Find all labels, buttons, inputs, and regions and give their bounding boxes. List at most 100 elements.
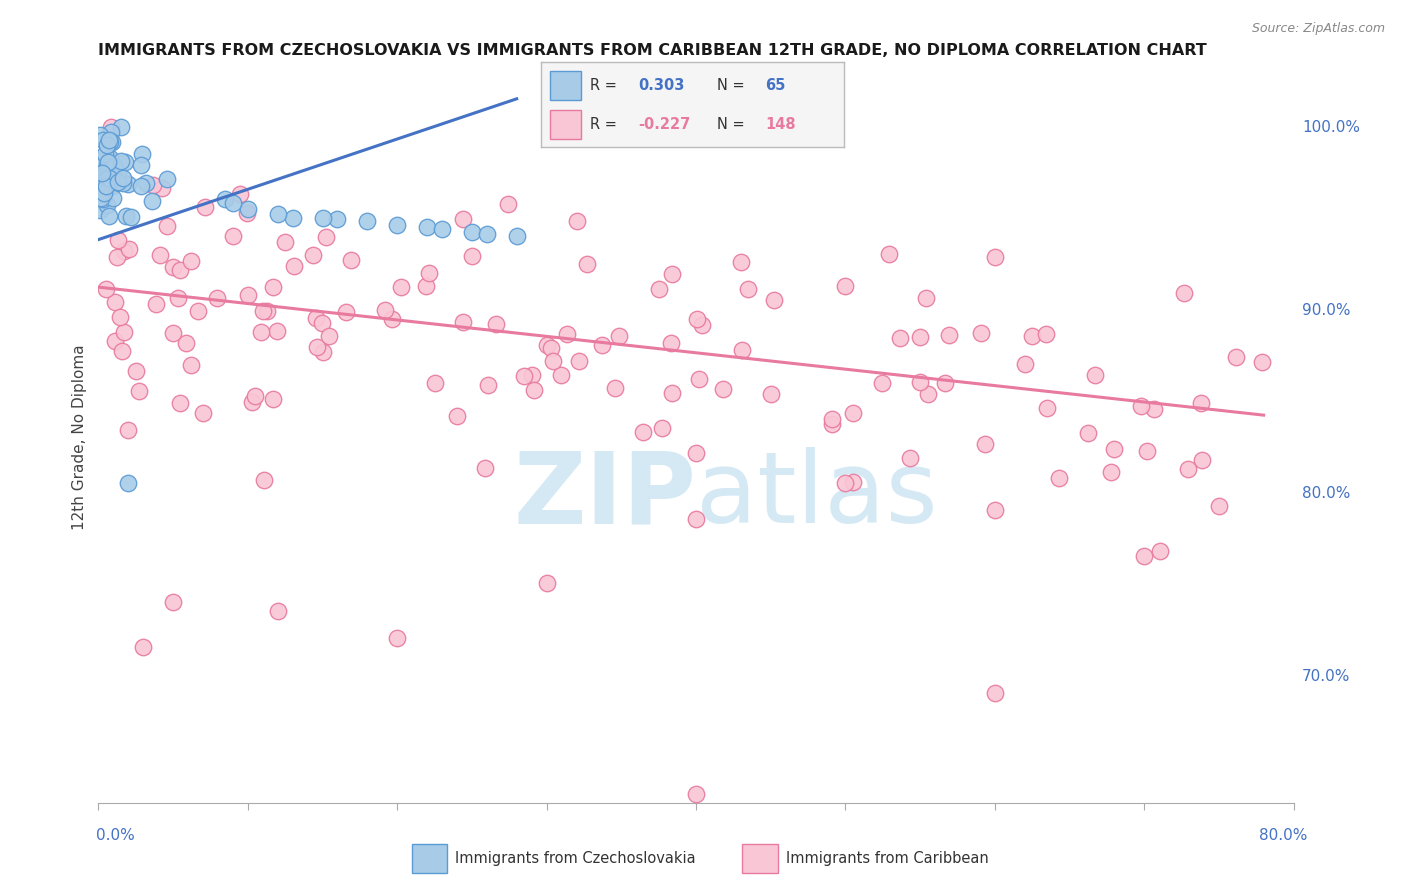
Text: 0.303: 0.303	[638, 78, 685, 93]
Point	[117, 177, 139, 191]
Point	[311, 211, 333, 225]
Point	[568, 354, 591, 368]
Point	[522, 368, 544, 382]
Point	[252, 304, 274, 318]
Point	[283, 259, 305, 273]
Point	[236, 202, 259, 216]
Point	[110, 120, 132, 134]
Point	[131, 179, 153, 194]
Text: 80.0%: 80.0%	[1260, 828, 1308, 843]
Point	[307, 340, 329, 354]
Point	[142, 178, 165, 193]
Point	[415, 279, 437, 293]
Point	[141, 194, 163, 209]
Point	[1083, 368, 1105, 383]
Point	[145, 297, 167, 311]
Point	[311, 344, 333, 359]
Point	[129, 158, 152, 172]
Text: 65: 65	[765, 78, 786, 93]
Point	[934, 376, 956, 390]
Point	[131, 146, 153, 161]
Point	[91, 133, 114, 147]
Text: R =: R =	[589, 78, 617, 93]
Point	[100, 125, 122, 139]
Point	[339, 253, 361, 268]
Point	[591, 338, 613, 352]
Point	[385, 632, 409, 646]
Point	[187, 304, 209, 318]
Point	[603, 381, 626, 395]
Point	[105, 250, 128, 264]
Point	[567, 214, 589, 228]
Point	[1047, 471, 1070, 485]
Point	[513, 368, 536, 383]
Text: 148: 148	[765, 117, 796, 132]
Point	[984, 250, 1007, 264]
Point	[93, 168, 115, 182]
Point	[541, 354, 564, 368]
Point	[97, 158, 120, 172]
Point	[114, 210, 136, 224]
Point	[685, 787, 707, 801]
Point	[311, 316, 333, 330]
Point	[576, 257, 599, 271]
Point	[214, 193, 236, 207]
Point	[262, 280, 284, 294]
Point	[1143, 402, 1166, 417]
Text: Immigrants from Czechoslovakia: Immigrants from Czechoslovakia	[456, 851, 696, 866]
Point	[416, 219, 439, 234]
Point	[180, 358, 202, 372]
Point	[555, 326, 578, 341]
Point	[970, 326, 993, 340]
Point	[229, 186, 252, 201]
Point	[1021, 329, 1043, 343]
Point	[167, 291, 190, 305]
Point	[180, 254, 202, 268]
Point	[236, 288, 259, 302]
Point	[821, 412, 844, 426]
Point	[107, 234, 129, 248]
Point	[461, 225, 484, 239]
Point	[96, 159, 118, 173]
Point	[104, 334, 127, 348]
Text: N =: N =	[717, 78, 744, 93]
Point	[1133, 549, 1156, 563]
Point	[661, 386, 683, 401]
Point	[356, 214, 378, 228]
Point	[103, 159, 125, 173]
Point	[974, 437, 997, 451]
Point	[418, 266, 440, 280]
Point	[496, 197, 519, 211]
Point	[89, 128, 111, 142]
Point	[1208, 500, 1230, 514]
Point	[1099, 465, 1122, 479]
Point	[93, 163, 115, 178]
Point	[1191, 453, 1213, 467]
Point	[1035, 326, 1057, 341]
Point	[107, 171, 129, 186]
Point	[135, 176, 157, 190]
Bar	[550, 71, 581, 100]
Point	[152, 181, 174, 195]
Point	[690, 318, 713, 332]
Point	[162, 326, 184, 340]
Text: Immigrants from Caribbean: Immigrants from Caribbean	[786, 851, 988, 866]
Point	[1189, 395, 1212, 409]
Point	[114, 155, 136, 169]
Point	[1077, 425, 1099, 440]
Text: atlas: atlas	[696, 447, 938, 544]
Point	[301, 248, 323, 262]
Point	[536, 338, 558, 352]
Point	[222, 229, 245, 244]
Point	[877, 246, 900, 260]
Point	[326, 212, 349, 227]
Point	[1173, 286, 1195, 301]
Point	[1136, 444, 1159, 458]
Point	[984, 503, 1007, 517]
Point	[485, 317, 508, 331]
Point	[104, 177, 127, 191]
Point	[101, 179, 124, 194]
Point	[169, 396, 191, 410]
Point	[374, 303, 396, 318]
Point	[148, 248, 170, 262]
